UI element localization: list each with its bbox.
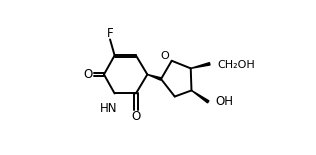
Text: F: F [107, 27, 113, 40]
Text: O: O [161, 51, 169, 61]
Text: CH₂OH: CH₂OH [217, 60, 255, 70]
Polygon shape [147, 74, 161, 80]
Text: O: O [131, 110, 141, 123]
Polygon shape [191, 63, 210, 68]
Text: O: O [83, 68, 93, 81]
Polygon shape [191, 90, 209, 103]
Text: OH: OH [215, 95, 233, 108]
Text: HN: HN [100, 102, 118, 115]
